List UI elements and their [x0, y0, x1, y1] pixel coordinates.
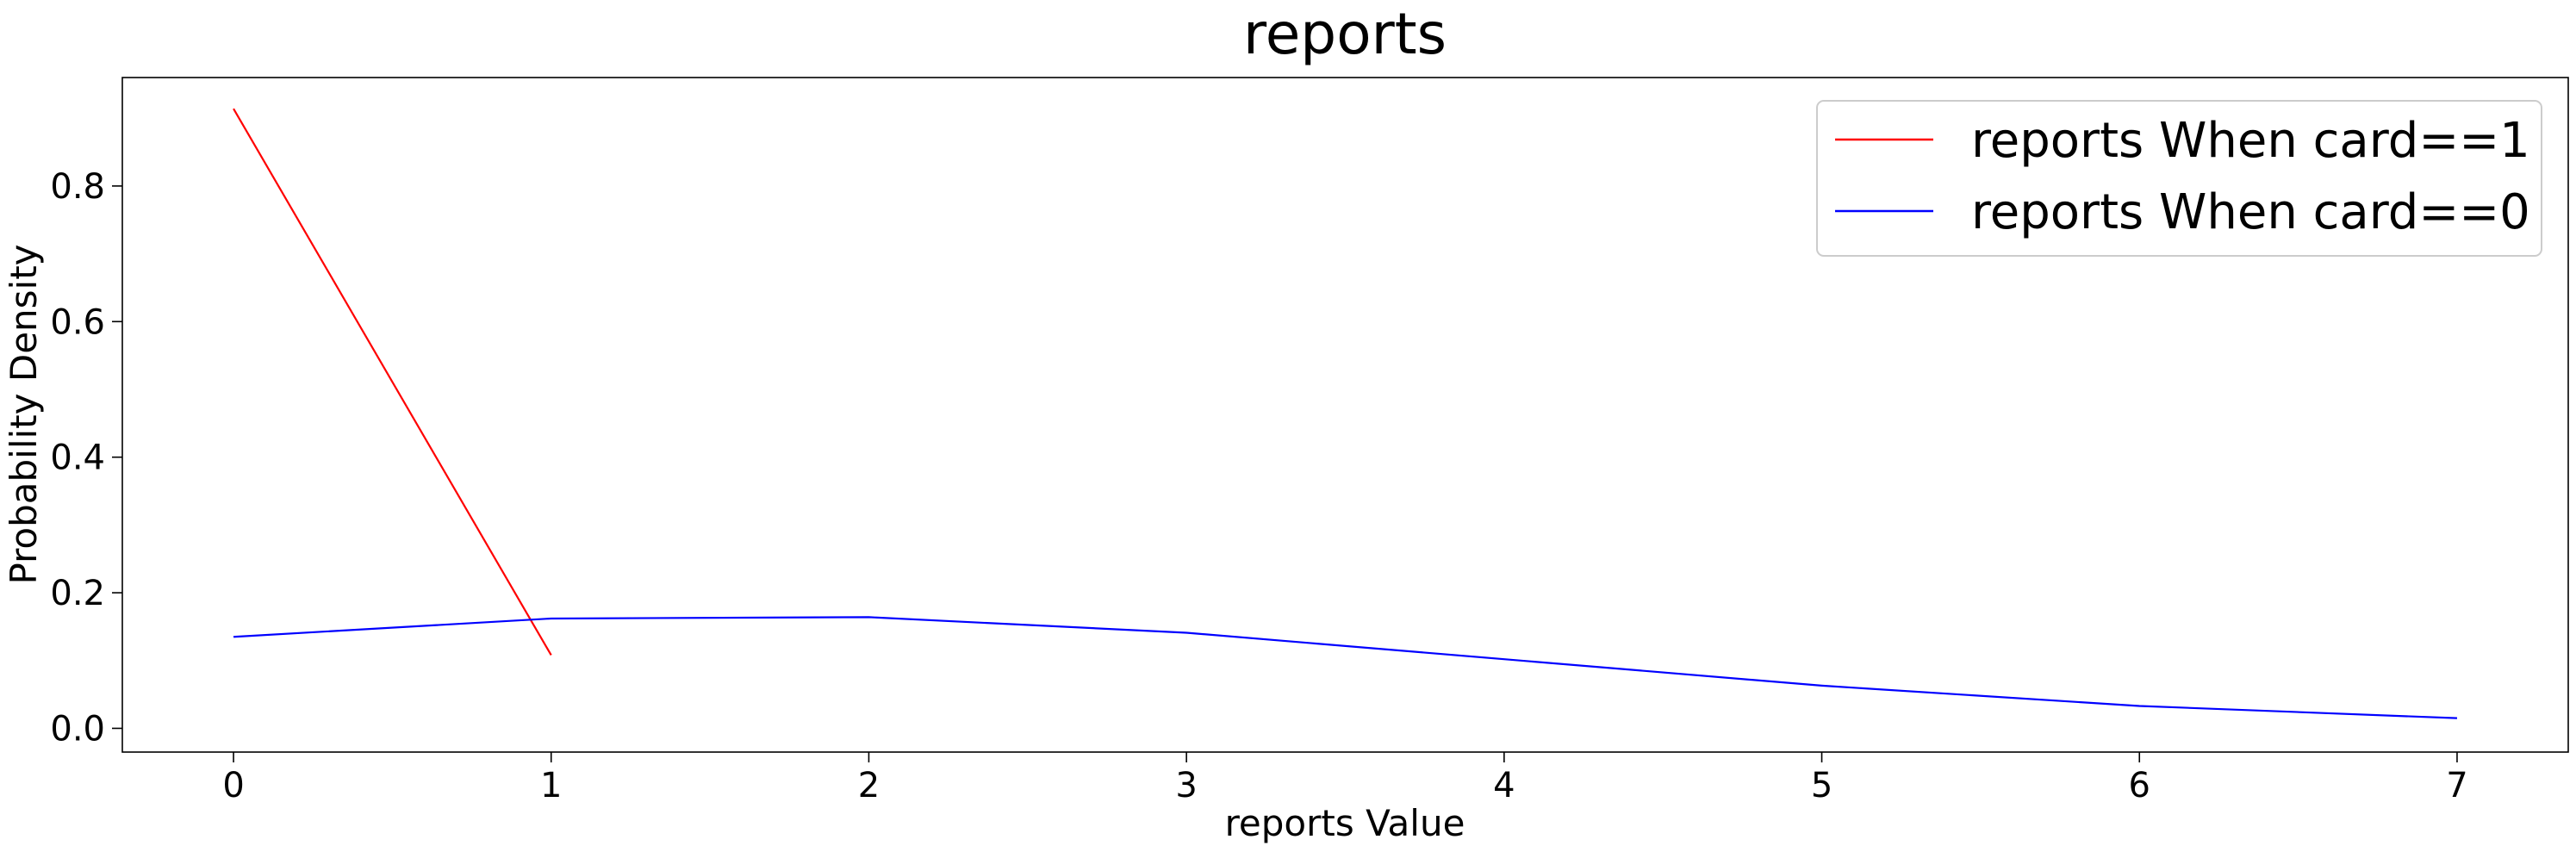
x-tick-label: 1	[540, 766, 562, 805]
x-axis-label: reports Value	[1225, 802, 1465, 844]
legend-entries: reports When card==1 reports When card==0	[1835, 113, 2530, 240]
x-tick-label: 3	[1175, 766, 1197, 805]
y-tick-label: 0.0	[50, 709, 105, 749]
series-line-0	[233, 108, 552, 656]
series-line-1	[233, 616, 2457, 719]
y-tick-label: 0.8	[50, 167, 105, 207]
x-tick-label: 2	[858, 766, 880, 805]
x-tick-label: 0	[222, 766, 244, 805]
legend-label-0: reports When card==1	[1971, 113, 2530, 169]
x-tick-label: 4	[1493, 766, 1515, 805]
x-axis: 0 1 2 3 4 5 6 7	[222, 752, 2468, 805]
y-tick-label: 0.2	[50, 574, 105, 613]
plot-frame	[121, 77, 2569, 753]
x-tick-label: 7	[2446, 766, 2467, 805]
legend-label-1: reports When card==0	[1971, 184, 2530, 240]
y-tick-label: 0.4	[50, 438, 105, 478]
legend: reports When card==1 reports When card==0	[1816, 100, 2542, 257]
legend-box	[1816, 100, 2542, 257]
series-lines	[233, 108, 2457, 719]
x-tick-label: 6	[2129, 766, 2150, 805]
chart-title: reports	[1243, 1, 1447, 67]
x-tick-label: 5	[1811, 766, 1832, 805]
plot-area: 0 1 2 3 4 5 6 7 0.0 0.2 0.4 0.6 0.8	[50, 77, 2569, 805]
y-axis: 0.0 0.2 0.4 0.6 0.8	[50, 167, 122, 749]
y-axis-label: Probability Density	[3, 244, 45, 584]
y-tick-label: 0.6	[50, 302, 105, 342]
